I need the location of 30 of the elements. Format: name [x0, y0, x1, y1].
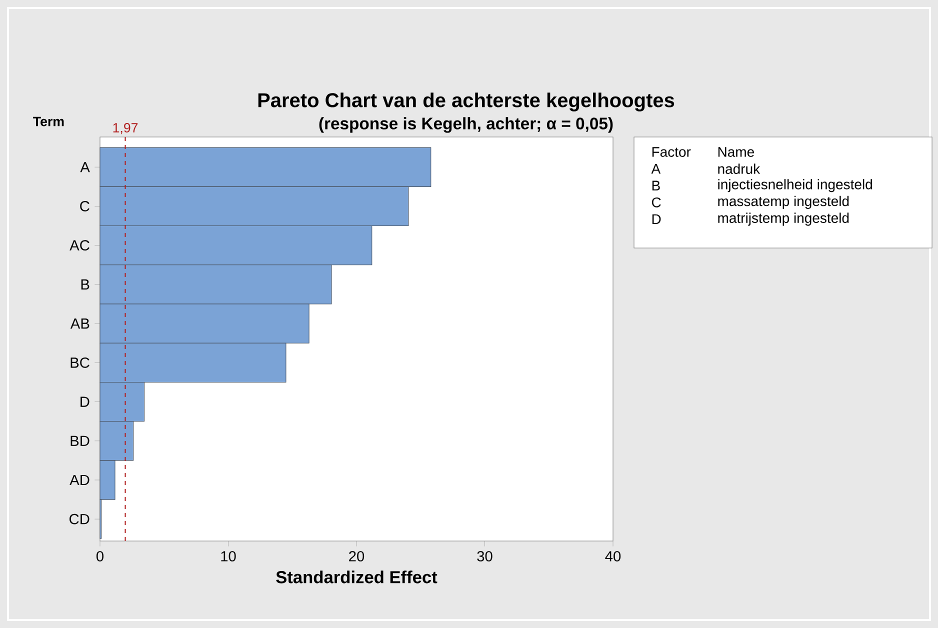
text: nadruk — [718, 164, 760, 174]
x-tick-label: 40 — [605, 551, 621, 562]
y-tick-label: C — [80, 201, 90, 212]
y-tick-label: B — [81, 279, 90, 290]
text: Name — [718, 147, 754, 157]
text: B — [652, 180, 660, 190]
ref-line-label: 1,97 — [113, 123, 138, 134]
text: massatemp ingesteld — [718, 196, 849, 209]
y-tick-label: AB — [70, 318, 90, 329]
chart-subtitle: (response is Kegelh, achter; α = 0,05) — [319, 117, 613, 133]
text: Factor — [652, 147, 691, 157]
y-tick-label: CD — [70, 514, 90, 524]
x-axis-title: Standardized Effect — [276, 570, 438, 584]
y-tick-label: A — [80, 162, 90, 172]
y-tick-label: D — [80, 396, 90, 407]
y-tick-label: AC — [70, 240, 90, 251]
x-tick-label: 0 — [96, 551, 104, 562]
x-tick-label: 10 — [221, 551, 236, 562]
text: A — [651, 164, 661, 174]
y-tick-label: BC — [70, 357, 90, 368]
x-tick-label: 30 — [477, 551, 492, 562]
y-tick-label: BD — [70, 436, 90, 446]
text: injectiesnelheid ingesteld — [718, 179, 872, 192]
chart-title: Pareto Chart van de achterste kegelhoogtes — [258, 92, 674, 112]
y-tick-label: AD — [70, 474, 90, 486]
text: matrijstemp ingesteld — [718, 212, 849, 226]
text: D — [652, 214, 661, 224]
x-tick-label: 20 — [349, 551, 364, 562]
text: C — [652, 197, 661, 208]
y-axis-title: Term — [33, 116, 64, 126]
